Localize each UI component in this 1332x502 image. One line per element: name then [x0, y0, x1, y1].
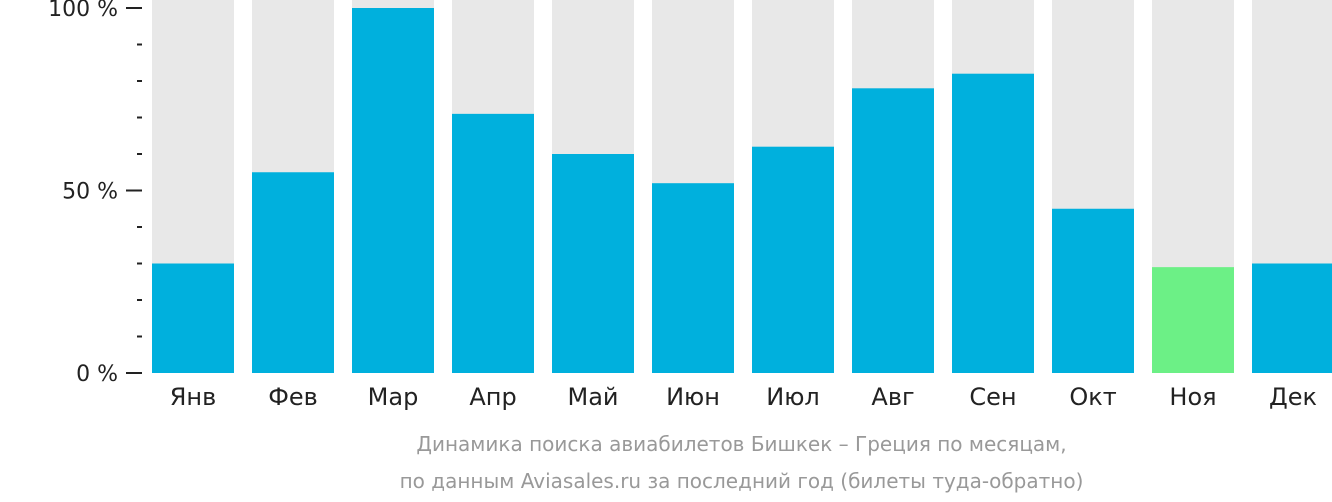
y-tick-label: 100 % [48, 0, 118, 22]
chart-caption-line-2: по данным Aviasales.ru за последний год … [399, 469, 1084, 493]
bar [552, 154, 634, 373]
chart-caption-line-1: Динамика поиска авиабилетов Бишкек – Гре… [416, 432, 1067, 456]
bar [652, 183, 734, 373]
y-axis: 0 % 50 % 100 % [48, 0, 142, 387]
bar [452, 113, 534, 373]
x-tick-label: Дек [1269, 383, 1317, 411]
x-tick-label: Окт [1069, 383, 1116, 411]
bar [1252, 263, 1332, 373]
bar [152, 263, 234, 373]
x-tick-label: Янв [170, 383, 217, 411]
bar [1052, 208, 1134, 373]
x-tick-label: Ноя [1169, 383, 1216, 411]
bar [752, 146, 834, 373]
x-tick-label: Авг [871, 383, 914, 411]
x-tick-label: Сен [969, 383, 1016, 411]
x-tick-label: Мар [368, 383, 419, 411]
bar [952, 73, 1034, 373]
y-tick-label: 50 % [62, 180, 118, 205]
x-tick-label: Май [567, 383, 618, 411]
bar [1152, 267, 1234, 373]
bar-chart: 0 % 50 % 100 % Янв Фев Мар Апр Май Июн Июл Авг Сен… [48, 0, 1332, 411]
x-tick-label: Июн [666, 383, 720, 411]
bars [152, 8, 1332, 374]
x-axis-labels: Янв Фев Мар Апр Май Июн Июл Авг Сен Окт Ноя Дек [170, 383, 1317, 411]
bar [252, 172, 334, 373]
bar [852, 88, 934, 374]
bar [352, 8, 434, 373]
x-tick-label: Июл [766, 383, 820, 411]
x-tick-label: Апр [469, 383, 516, 411]
x-tick-label: Фев [268, 383, 318, 411]
y-tick-label: 0 % [76, 362, 118, 387]
